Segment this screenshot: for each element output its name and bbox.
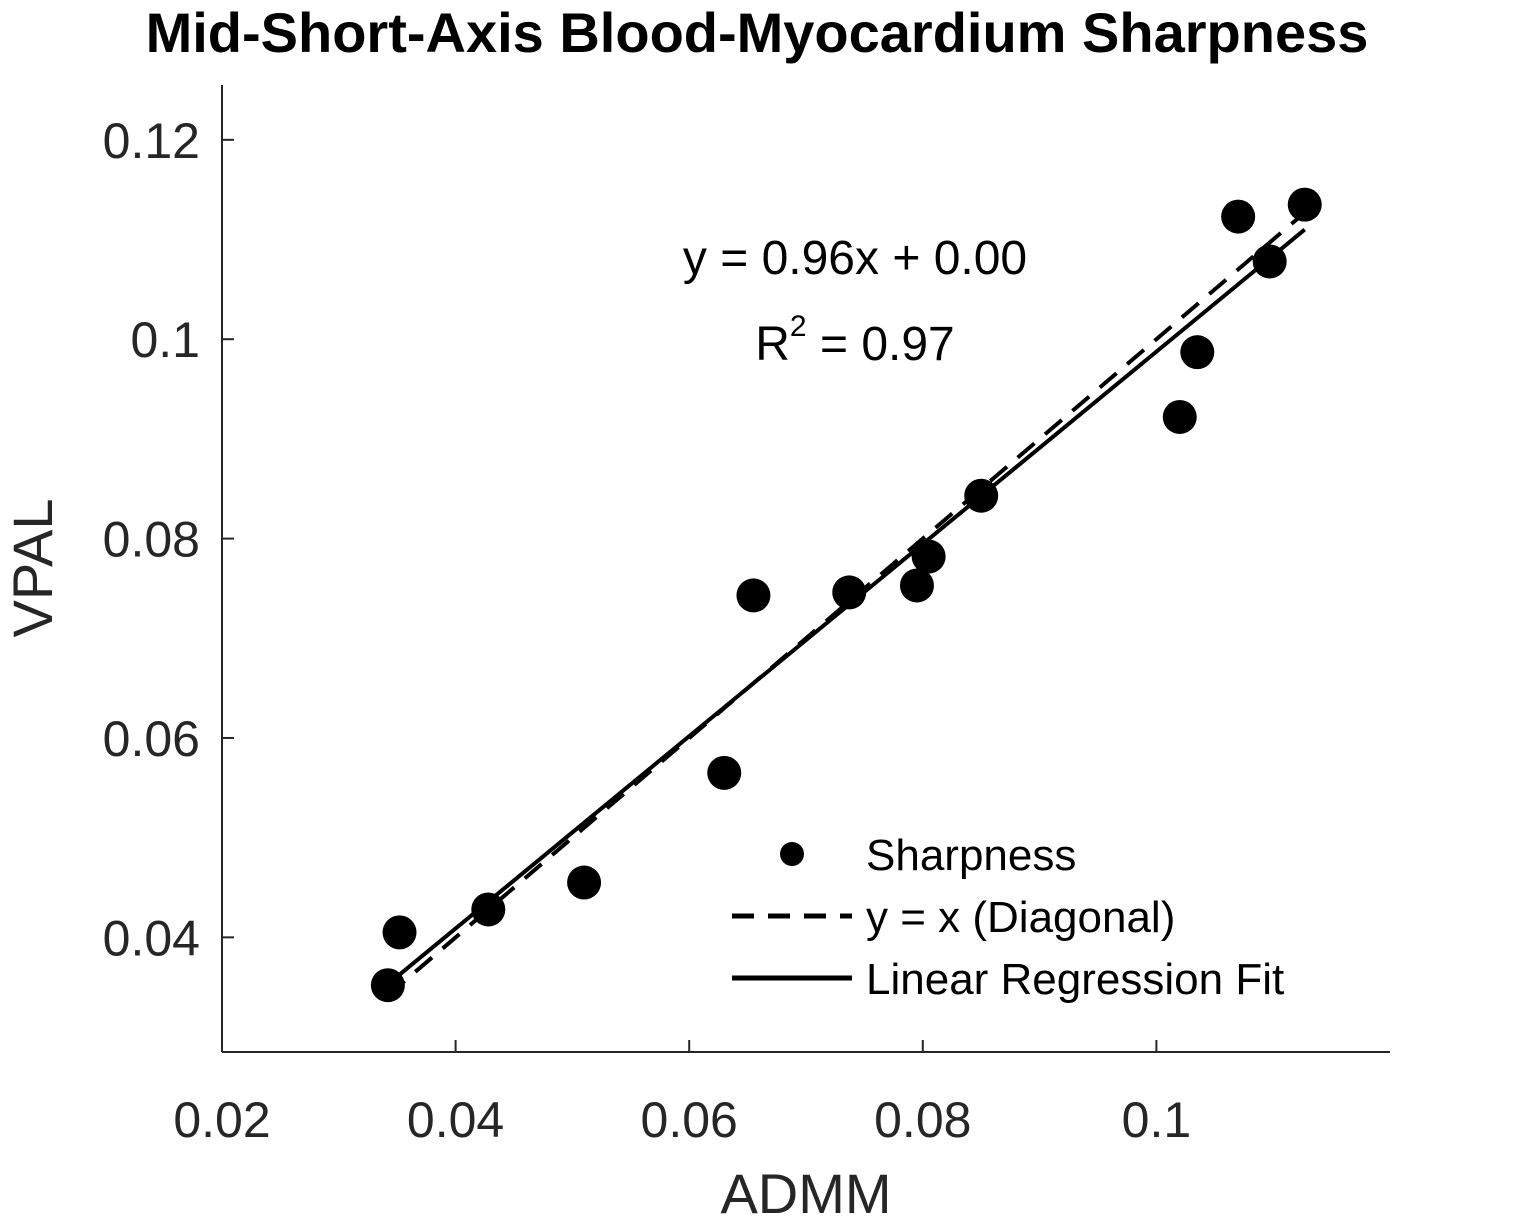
scatter-points [370,187,1322,1003]
legend-marker-sharpness [780,842,804,866]
data-point [370,968,405,1003]
y-axis-ticks: 0.04 0.06 0.08 0.1 0.12 [103,113,234,966]
chart-title: Mid-Short-Axis Blood-Myocardium Sharpnes… [146,1,1369,64]
x-tick-label: 0.1 [1122,1092,1192,1148]
y-tick-label: 0.08 [103,512,200,568]
data-point [471,892,506,927]
regression-equation: y = 0.96x + 0.00 [683,232,1027,285]
data-point [736,578,771,613]
legend: Sharpness y = x (Diagonal) Linear Regres… [732,831,1284,1004]
data-point [1252,244,1287,279]
axes [221,85,1390,1053]
legend-label-diagonal: y = x (Diagonal) [866,893,1175,942]
data-point [911,539,946,574]
x-tick-label: 0.08 [874,1092,971,1148]
data-point [382,915,417,950]
data-point [964,478,999,513]
legend-label-sharpness: Sharpness [866,831,1076,880]
data-point [707,755,742,790]
data-point [1287,187,1322,222]
data-point [567,865,602,900]
r-squared-exponent: 2 [790,310,807,343]
y-tick-label: 0.04 [103,910,200,966]
r-squared-value: = 0.97 [807,318,955,371]
data-point [899,568,934,603]
y-tick-label: 0.1 [130,312,200,368]
r-squared-prefix: R [755,318,790,371]
legend-label-regression: Linear Regression Fit [866,955,1284,1004]
y-tick-label: 0.06 [103,711,200,767]
data-point [832,575,867,610]
y-axis-label: VPAL [1,498,64,637]
x-axis-label: ADMM [720,1162,891,1221]
diagonal-line [386,211,1306,997]
y-tick-label: 0.12 [103,113,200,169]
x-axis-ticks: 0.02 0.04 0.06 0.08 0.1 [173,1040,1191,1148]
x-tick-label: 0.02 [173,1092,270,1148]
data-point [1162,399,1197,434]
data-point [1180,335,1215,370]
x-tick-label: 0.04 [407,1092,504,1148]
x-tick-label: 0.06 [641,1092,738,1148]
r-squared-label: R2 = 0.97 [755,310,954,371]
data-point [1221,199,1256,234]
